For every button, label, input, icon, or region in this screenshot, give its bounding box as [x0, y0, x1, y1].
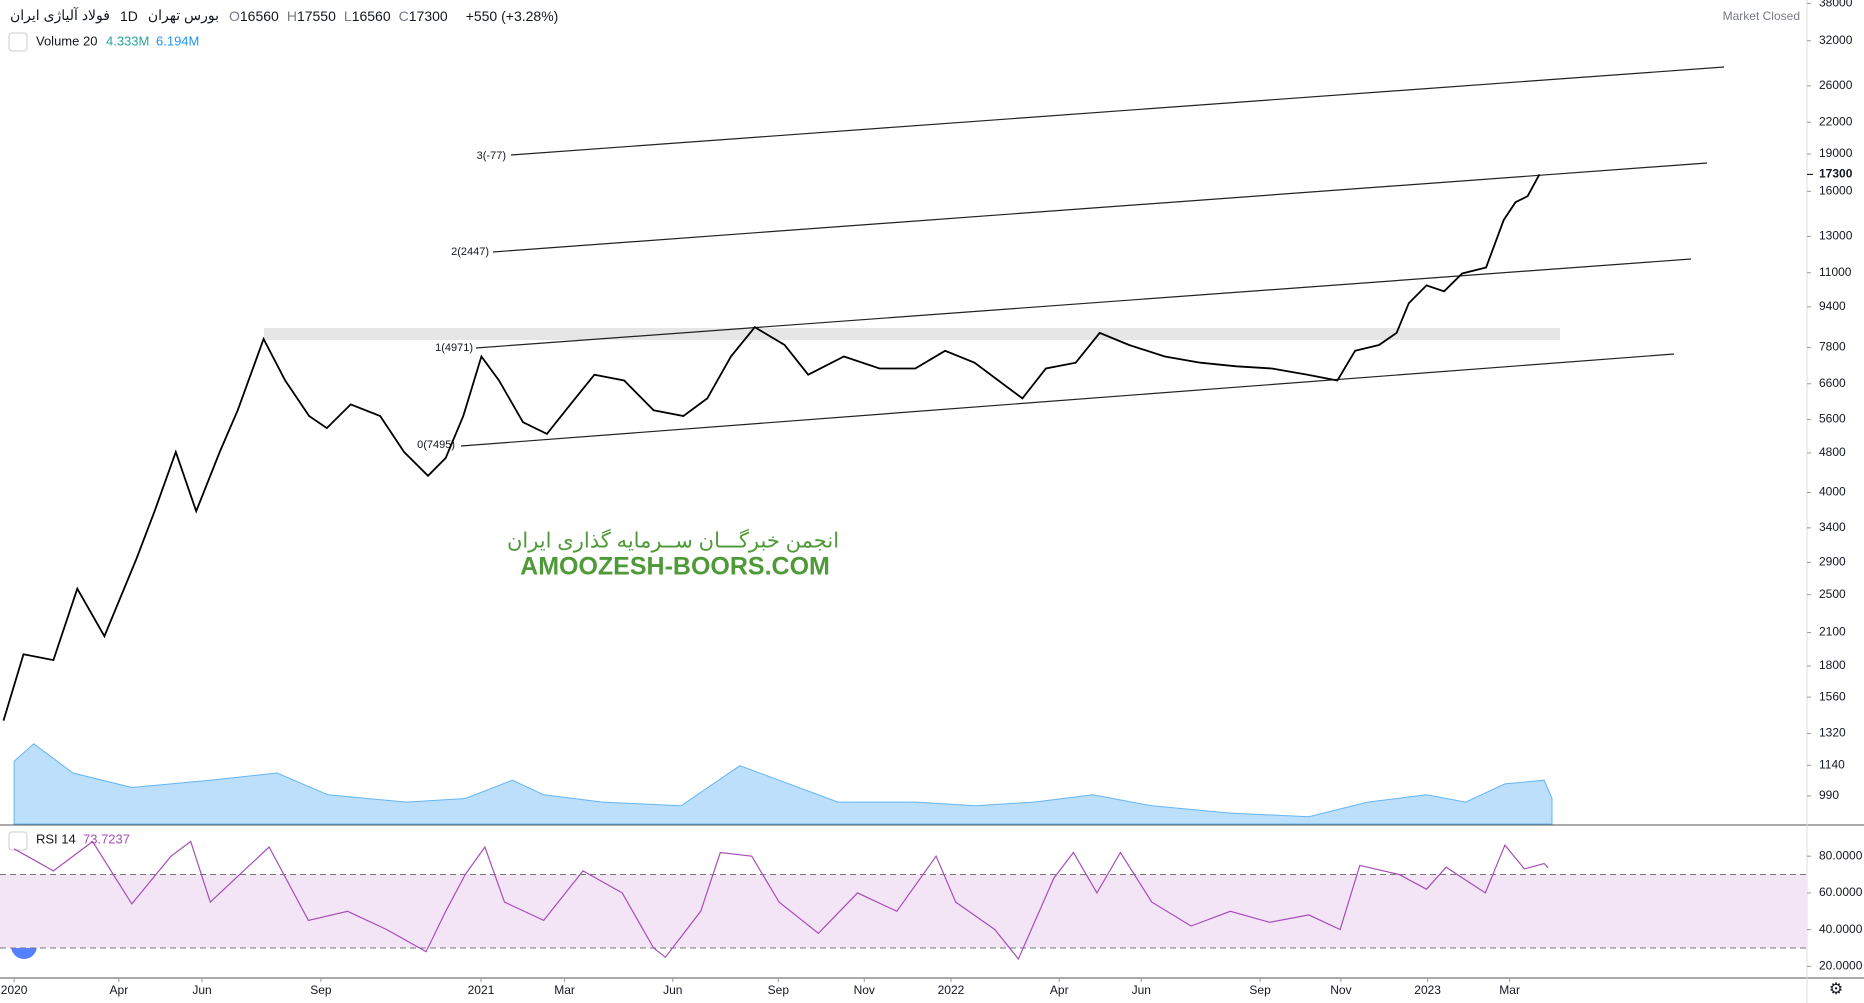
interval: 1D — [119, 7, 138, 24]
y-tick-label: 38000 — [1819, 0, 1853, 10]
y-tick-label: 7800 — [1819, 340, 1846, 354]
watermark: AMOOZESH-BOORS.COM — [520, 553, 830, 581]
channel-line — [510, 66, 1725, 156]
x-tick-label: Jun — [192, 983, 211, 997]
y-tick-label: 26000 — [1819, 78, 1853, 92]
watermark: انجمن خبرگـــان ســرمایه گذاری ایران — [507, 529, 839, 554]
collapse[interactable] — [8, 32, 28, 52]
x-tick-label: Mar — [554, 983, 575, 997]
channel-label: 0(7495) — [417, 439, 455, 451]
y-tick-label: 80.0000 — [1819, 848, 1863, 862]
ohlc-value: 16560 — [239, 7, 279, 24]
y-tick-label: 2500 — [1819, 587, 1846, 601]
channel — [460, 66, 1725, 447]
x-tick-label: Nov — [854, 983, 875, 997]
x-tick-label: 2023 — [1414, 983, 1441, 997]
y-tick-label: 4000 — [1819, 485, 1846, 499]
zone — [264, 328, 1560, 340]
x-tick-label: Jun — [663, 983, 682, 997]
legend-value: 4.333M — [106, 33, 149, 48]
x-tick-label: Sep — [310, 983, 332, 997]
channel-label: 3(-77) — [477, 150, 506, 162]
y-tick-label: 990 — [1819, 788, 1839, 802]
channel-label: 2(2447) — [451, 246, 489, 258]
change: +550 (+3.28%) — [465, 7, 559, 24]
ohlc-key: L — [343, 7, 352, 24]
y-tick-label: 6600 — [1819, 376, 1846, 390]
channel-line — [460, 353, 1675, 447]
x-tick-label: Jun — [1132, 983, 1151, 997]
y-tick-label: 20.0000 — [1819, 959, 1863, 973]
collapse[interactable] — [8, 831, 28, 851]
band — [0, 874, 1807, 948]
y-tick-label: 22000 — [1819, 114, 1853, 128]
market-status: Market Closed — [1723, 9, 1800, 23]
y-tick-label: 1320 — [1819, 726, 1846, 740]
y-tick-label: 5600 — [1819, 412, 1846, 426]
ohlc-value: 17300 — [408, 7, 448, 24]
ohlc-value: 16560 — [351, 7, 391, 24]
x-tick-label: 2020 — [1, 983, 28, 997]
header: فولاد آلیاژی ایران 1D بورس تهران O16560 H… — [10, 7, 558, 24]
x-tick-label: Sep — [1249, 983, 1271, 997]
y-tick-label: 13000 — [1819, 229, 1853, 243]
y-tick-label: 1140 — [1819, 757, 1845, 771]
legend-value: 73.7237 — [83, 831, 130, 846]
volume-area — [13, 743, 1553, 825]
y-tick-label: 2100 — [1819, 625, 1846, 639]
y-tick-label: 16000 — [1819, 184, 1853, 198]
y-tick-label: 1560 — [1819, 689, 1846, 703]
legend: Volume 20 — [36, 33, 97, 48]
channel-label: 1(4971) — [435, 342, 473, 354]
ohlc-key: H — [286, 7, 297, 24]
y-tick-label: 11000 — [1819, 265, 1852, 279]
x-tick-label: Apr — [1050, 983, 1069, 997]
y-tick-label: 3400 — [1819, 520, 1846, 534]
rsi-line — [13, 840, 1549, 961]
price-line — [2, 173, 1541, 721]
channel-line — [475, 258, 1692, 349]
y-tick-label: 60.0000 — [1819, 885, 1863, 899]
ohlc-key: C — [398, 7, 409, 24]
x-tick-label: 2022 — [938, 983, 965, 997]
symbol: فولاد آلیاژی ایران — [10, 7, 110, 23]
channel-line — [492, 162, 1708, 253]
x-tick-label: Sep — [768, 983, 790, 997]
y-tick-label: 19000 — [1819, 146, 1853, 160]
ohlc-value: 17550 — [296, 7, 336, 24]
x-tick-label: Nov — [1330, 983, 1351, 997]
exchange: بورس تهران — [147, 7, 219, 23]
x-tick-label: Apr — [110, 983, 129, 997]
x-tick-label: Mar — [1499, 983, 1520, 997]
y-tick-label: 9400 — [1819, 299, 1846, 313]
ohlc-key: O — [229, 7, 240, 24]
settings[interactable]: ⚙ — [1829, 981, 1843, 998]
y-tick-label: 4800 — [1819, 445, 1846, 459]
y-tick-label: 32000 — [1819, 33, 1853, 47]
y-tick-label: 1800 — [1819, 658, 1846, 672]
last-price-label: 17300 — [1819, 167, 1853, 181]
legend: RSI 14 — [36, 831, 76, 846]
y-tick-label: 2900 — [1819, 555, 1846, 569]
legend-value: 6.194M — [156, 33, 199, 48]
y-tick-label: 40.0000 — [1819, 922, 1863, 936]
ohlc: O16560 H17550 L16560 C17300 — [229, 8, 456, 24]
x-tick-label: 2021 — [468, 983, 495, 997]
